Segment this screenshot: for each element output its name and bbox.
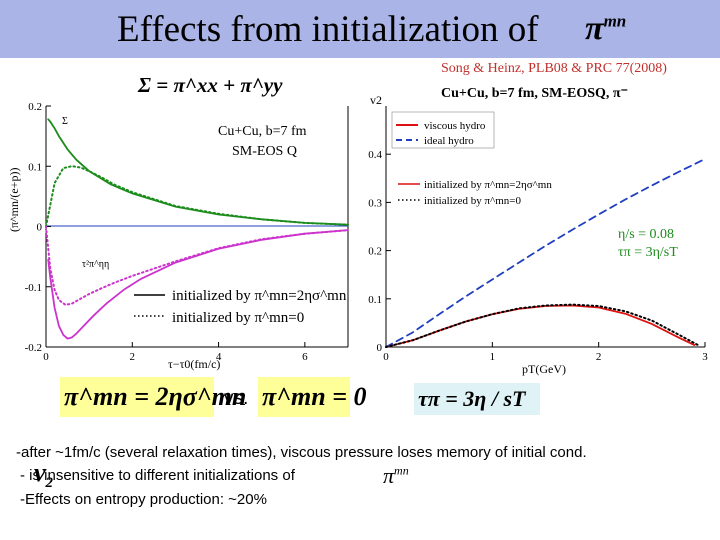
inline-v2-symbol: v2 (34, 458, 53, 492)
left-annotation-system: Cu+Cu, b=7 fm (218, 124, 307, 139)
left-ticks: 0 2 4 6 0.2 0.1 0 -0.1 -0.2 (25, 101, 309, 363)
left-y-axis-label: (π^mn/(e+p)) (7, 168, 21, 232)
left-legend-dotted-label: initialized by π^mn=0 (172, 310, 304, 326)
right-chart-title: Cu+Cu, b=7 fm, SM-EOSQ, π⁻ (441, 86, 628, 101)
right-series (385, 158, 706, 348)
right-x-tick-label-3: 3 (702, 351, 708, 363)
right-x-tick-label-0: 0 (383, 351, 389, 363)
inline-v2-letter: v (34, 458, 46, 487)
bullet-entropy-production: -Effects on entropy production: ~20% (20, 491, 267, 508)
left-plot-frame (45, 106, 349, 348)
left-legend: initialized by π^mn=2ησ^mn initialized b… (134, 288, 347, 326)
right-y-tick-label-3: 0.3 (368, 197, 382, 209)
equation-relaxation-time: τπ = 3η / sT (414, 383, 540, 415)
right-annotation-etas: η/s = 0.08 (618, 227, 674, 242)
title-symbol-pi: π (585, 10, 604, 47)
left-annotation-eos: SM-EOS Q (232, 144, 297, 159)
right-legend-init: initialized by π^mn=2ησ^mn initialized b… (398, 179, 552, 207)
right-x-tick-label-1: 1 (490, 351, 496, 363)
right-x-tick-label-2: 2 (596, 351, 602, 363)
left-y-tick-label-4: -0.2 (25, 342, 42, 354)
right-annotation-taupi: τπ = 3η/sT (618, 245, 678, 260)
equation-initialized-zero: π^mn = 0 (258, 377, 367, 417)
left-x-tick-label-1: 2 (130, 351, 136, 363)
left-legend-solid-label: initialized by π^mn=2ησ^mn (172, 288, 347, 304)
left-y-tick-label-3: -0.1 (25, 282, 42, 294)
left-x-tick-label-2: 4 (216, 351, 222, 363)
right-y-axis-label: v2 (370, 93, 382, 107)
right-series-2 (385, 303, 701, 348)
equation-initialized-2eta-sigma: π^mn = 2ησ^mn (60, 377, 246, 417)
right-x-axis-label: pT(GeV) (522, 362, 566, 376)
right-ticks: 0 1 2 3 0 0.1 0.2 0.3 0.4 (368, 149, 708, 363)
citation: Song & Heinz, PLB08 & PRC 77(2008) (441, 61, 667, 76)
right-y-tick-label-0: 0 (377, 342, 383, 354)
right-y-tick-label-1: 0.1 (368, 294, 382, 306)
left-x-axis-label: τ−τ0(fm/c) (168, 357, 220, 371)
inline-pi-letter: π (383, 463, 395, 488)
right-y-tick-label-2: 0.2 (368, 246, 382, 258)
left-annotation-taupi: τ²π^ηη (82, 259, 109, 270)
title-symbol: πmn (585, 10, 626, 48)
title-bar (0, 0, 720, 58)
right-series-1 (385, 158, 706, 348)
bullet-v2-insensitive: - is insensitive to different initializa… (20, 467, 295, 484)
left-x-tick-label-3: 6 (302, 351, 308, 363)
right-legend-init0-label: initialized by π^mn=0 (424, 195, 521, 207)
left-y-tick-label-1: 0.1 (28, 161, 42, 173)
left-series (45, 118, 349, 340)
right-legend-top: viscous hydro ideal hydro (391, 111, 495, 149)
left-annotation-sigma: Σ (62, 116, 68, 127)
right-legend-ideal-label: ideal hydro (424, 135, 474, 147)
right-plot-frame (385, 106, 705, 348)
left-series-1 (45, 165, 349, 228)
left-x-tick-label-0: 0 (43, 351, 49, 363)
inline-pi-symbol: πmn (383, 463, 409, 489)
inline-pi-sup: mn (394, 463, 409, 478)
right-y-tick-label-4: 0.4 (368, 149, 382, 161)
right-legend-viscous-label: viscous hydro (424, 120, 486, 132)
left-y-tick-label-0: 0.2 (28, 101, 42, 113)
page-title: Effects from initialization of (117, 9, 539, 50)
right-series-0 (385, 304, 696, 348)
left-series-3 (45, 225, 349, 306)
left-chart-title: Σ = π^xx + π^yy (137, 73, 283, 97)
bullet-memory-loss: -after ~1fm/c (several relaxation times)… (16, 444, 587, 461)
title-symbol-sup: mn (603, 11, 627, 31)
left-y-tick-label-2: 0 (37, 222, 43, 234)
inline-v2-sub: 2 (45, 475, 54, 492)
right-legend-top-box (391, 111, 495, 149)
right-legend-init1-label: initialized by π^mn=2ησ^mn (424, 179, 552, 191)
vs-label: vs. (224, 388, 249, 409)
